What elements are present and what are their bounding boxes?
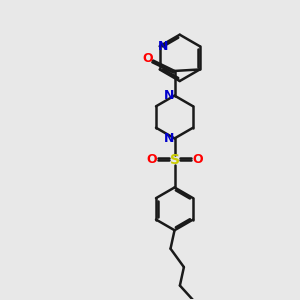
- Text: N: N: [164, 132, 174, 145]
- Text: N: N: [158, 40, 168, 53]
- Text: O: O: [192, 153, 203, 166]
- Text: N: N: [164, 89, 174, 102]
- Text: O: O: [146, 153, 157, 166]
- Text: O: O: [142, 52, 153, 65]
- Text: S: S: [169, 153, 179, 167]
